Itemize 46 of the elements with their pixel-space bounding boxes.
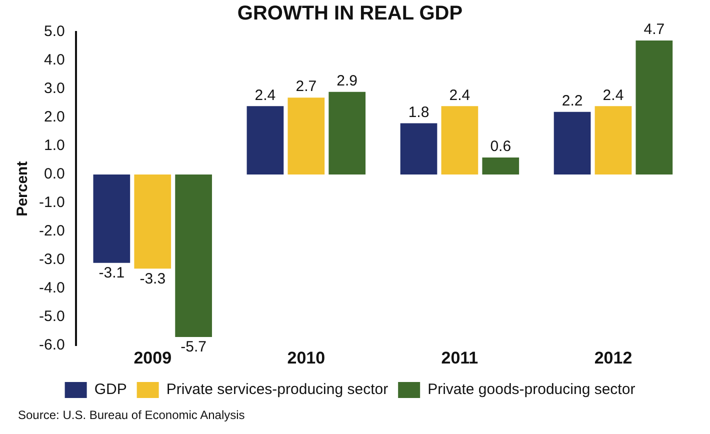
bar xyxy=(441,106,478,175)
data-label: 0.6 xyxy=(490,138,512,156)
y-tick-label: -5.0 xyxy=(38,308,65,326)
bar xyxy=(134,174,172,269)
data-label: 2.4 xyxy=(449,86,470,104)
y-tick-label: -3.0 xyxy=(38,251,65,268)
data-label: 2.2 xyxy=(562,92,583,110)
data-label: -3.1 xyxy=(98,264,125,282)
y-tick-label: 5.0 xyxy=(44,23,65,40)
y-tick-label: -1.0 xyxy=(38,194,65,212)
x-tick-label: 2009 xyxy=(134,348,172,368)
x-tick-label: 2011 xyxy=(441,348,478,368)
y-tick-label: -2.0 xyxy=(38,222,65,240)
y-tick-label: 4.0 xyxy=(44,52,65,69)
bar xyxy=(594,106,632,175)
y-axis-title: Percent xyxy=(14,161,32,216)
bar xyxy=(175,174,212,338)
y-tick-label: 3.0 xyxy=(44,80,65,98)
data-label: 2.9 xyxy=(336,72,358,90)
data-label: 2.4 xyxy=(602,86,624,104)
data-label: 4.7 xyxy=(644,21,665,38)
bar xyxy=(93,174,130,263)
source-note: Source: U.S. Bureau of Economic Analysis xyxy=(18,408,245,422)
bar xyxy=(246,106,284,175)
y-tick-label: 1.0 xyxy=(44,137,65,154)
data-label: -5.7 xyxy=(180,338,206,356)
legend-label: GDP xyxy=(94,381,127,398)
bar xyxy=(328,92,366,175)
bar xyxy=(400,123,438,175)
y-tick-label: -6.0 xyxy=(38,336,65,354)
data-label: 2.4 xyxy=(254,86,276,104)
y-tick-label: -4.0 xyxy=(38,280,65,297)
y-tick-label: 2.0 xyxy=(44,108,65,126)
data-label: 1.8 xyxy=(408,104,430,121)
legend-label: Private services-producing sector xyxy=(166,381,388,398)
bar xyxy=(554,112,591,175)
legend-label: Private goods-producing sector xyxy=(428,381,636,398)
bar xyxy=(288,98,325,175)
data-label: -3.3 xyxy=(140,270,166,288)
bar xyxy=(636,40,673,175)
x-tick-label: 2010 xyxy=(287,348,326,368)
chart-title: GROWTH IN REAL GDP xyxy=(237,2,463,25)
bar xyxy=(482,157,520,175)
x-tick-label: 2012 xyxy=(594,348,632,368)
y-tick-label: 0.0 xyxy=(44,166,65,183)
data-label: 2.7 xyxy=(296,78,317,96)
